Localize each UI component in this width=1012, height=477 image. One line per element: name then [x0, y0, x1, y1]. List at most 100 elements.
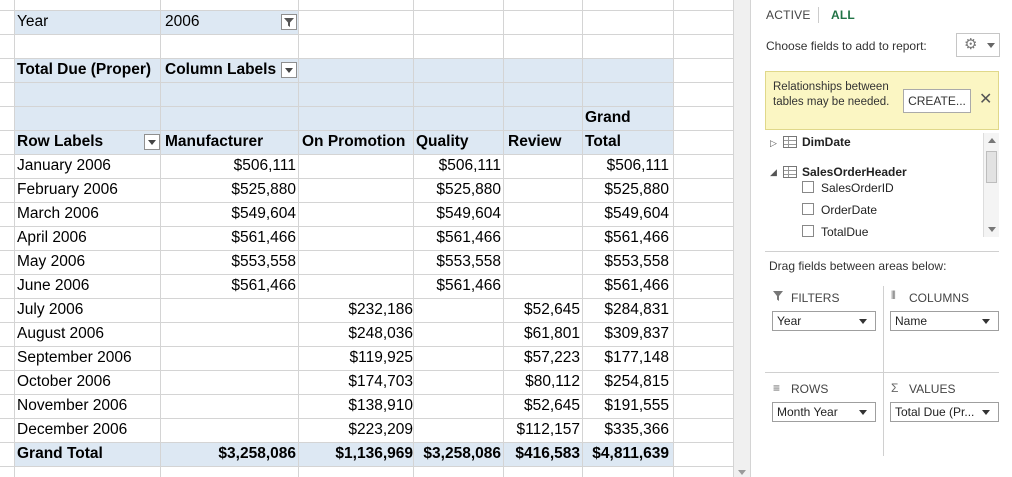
grid-row-line [0, 442, 733, 443]
column-labels-dropdown-button[interactable] [281, 62, 297, 78]
value-cell-on-promotion: $223,209 [348, 421, 413, 438]
value-cell-on-promotion [302, 250, 413, 274]
expand-icon[interactable]: ▷ [770, 138, 777, 148]
grid-row-line [0, 82, 733, 83]
value-cell-grand-total: $525,880 [604, 181, 669, 198]
chevron-down-icon [987, 43, 995, 48]
value-cell-grand-total: $549,604 [604, 205, 669, 222]
chevron-down-icon[interactable] [859, 410, 867, 415]
col-header-on-promotion: On Promotion [302, 133, 406, 150]
value-cell-manufacturer: $506,111 [233, 157, 296, 174]
grid-row-line [0, 58, 733, 59]
worksheet[interactable]: Year 2006 Total Due (Proper) Column Labe… [0, 0, 733, 477]
field-salesorderid[interactable]: SalesOrderID [821, 181, 894, 195]
value-cell-quality: $561,466 [436, 277, 501, 294]
value-cell-manufacturer [165, 346, 296, 370]
choose-fields-label: Choose fields to add to report: [766, 39, 927, 53]
value-cell-review: $112,157 [516, 421, 581, 438]
value-cell-review: $80,112 [525, 373, 580, 390]
field-list[interactable]: ▷ DimDate ◢ SalesOrderHeader SalesOrderI… [765, 133, 999, 237]
field-list-scrollbar[interactable] [983, 133, 999, 237]
row-label: November 2006 [17, 397, 128, 414]
columns-name-field[interactable]: Name [890, 311, 999, 331]
tab-separator [818, 7, 819, 23]
rows-icon: ≡ [773, 381, 781, 395]
value-cell-grand-total: $309,837 [604, 325, 669, 342]
filters-area-title: FILTERS [791, 291, 840, 305]
rows-month-year-field[interactable]: Month Year [772, 402, 876, 422]
filters-field-label: Year [777, 314, 802, 328]
tab-active[interactable]: ACTIVE [766, 8, 811, 22]
grid-column-line [298, 0, 299, 477]
value-cell-review [505, 154, 580, 178]
checkbox-salesorderid[interactable] [802, 181, 814, 193]
grid-row-line [0, 298, 733, 299]
values-field-label: Total Due (Pr... [895, 405, 975, 419]
value-cell-quality [416, 370, 501, 394]
value-cell-on-promotion [302, 178, 413, 202]
value-cell-manufacturer: $553,558 [231, 253, 296, 270]
value-cell-quality: $561,466 [436, 229, 501, 246]
checkbox-totaldue[interactable] [802, 225, 814, 237]
grand-total-band [14, 442, 673, 466]
pane-divider[interactable] [765, 251, 999, 252]
row-label: March 2006 [17, 205, 99, 222]
field-totaldue[interactable]: TotalDue [821, 225, 869, 237]
scroll-down-arrow-icon[interactable] [738, 470, 746, 475]
scroll-down-arrow-icon[interactable] [988, 227, 996, 232]
grid-column-line [14, 0, 15, 477]
table-dimdate[interactable]: DimDate [802, 135, 851, 149]
collapse-icon[interactable]: ◢ [770, 167, 777, 177]
filter-dropdown-button[interactable] [281, 14, 297, 30]
row-label: September 2006 [17, 349, 132, 366]
filters-year-field[interactable]: Year [772, 311, 876, 331]
value-cell-manufacturer: $549,604 [231, 205, 296, 222]
chevron-down-icon[interactable] [982, 319, 990, 324]
field-orderdate[interactable]: OrderDate [821, 203, 878, 217]
row-label: August 2006 [17, 325, 105, 342]
grid-row-line [0, 418, 733, 419]
tools-button[interactable]: ⚙ [956, 33, 1000, 57]
col-header-quality: Quality [416, 133, 469, 150]
create-relationship-button[interactable]: CREATE... [903, 89, 971, 113]
row-label: December 2006 [17, 421, 128, 438]
row-labels-dropdown-button[interactable] [144, 134, 160, 150]
worksheet-vertical-scrollbar[interactable] [733, 0, 750, 477]
filter-icon [773, 290, 783, 304]
grid-row-line [0, 130, 733, 131]
value-cell-on-promotion: $232,186 [348, 301, 413, 318]
close-icon[interactable]: ✕ [979, 91, 993, 108]
tab-all[interactable]: ALL [831, 8, 855, 22]
chevron-down-icon[interactable] [859, 319, 867, 324]
grid-row-line [0, 466, 733, 467]
scroll-up-arrow-icon[interactable] [988, 138, 996, 143]
value-cell-quality [416, 298, 501, 322]
value-cell-quality: $525,880 [436, 181, 501, 198]
grand-total-grand-total: $4,811,639 [592, 445, 669, 462]
grid-row-line [0, 370, 733, 371]
values-total-due-field[interactable]: Total Due (Pr... [890, 402, 999, 422]
value-cell-on-promotion: $248,036 [348, 325, 413, 342]
value-cell-grand-total: $506,111 [606, 157, 669, 174]
row-label: April 2006 [17, 229, 87, 246]
column-labels-header: Column Labels [165, 61, 277, 78]
value-cell-on-promotion [302, 274, 413, 298]
grid-row-line [0, 274, 733, 275]
value-cell-review [505, 178, 580, 202]
value-cell-grand-total: $553,558 [604, 253, 669, 270]
chevron-down-icon[interactable] [982, 410, 990, 415]
table-salesorderheader[interactable]: SalesOrderHeader [802, 165, 907, 179]
value-cell-manufacturer [165, 418, 296, 442]
table-icon [783, 166, 797, 178]
grand-total-manufacturer: $3,258,086 [218, 445, 296, 462]
scrollbar-thumb[interactable] [986, 151, 997, 183]
value-cell-review: $52,645 [523, 397, 580, 414]
rows-field-label: Month Year [777, 405, 838, 419]
row-label: October 2006 [17, 373, 111, 390]
col-header-review: Review [508, 133, 562, 150]
checkbox-orderdate[interactable] [802, 203, 814, 215]
grid-row-line [0, 322, 733, 323]
grid-row-line [0, 394, 733, 395]
grid-column-line [160, 0, 161, 477]
row-label: July 2006 [17, 301, 84, 318]
